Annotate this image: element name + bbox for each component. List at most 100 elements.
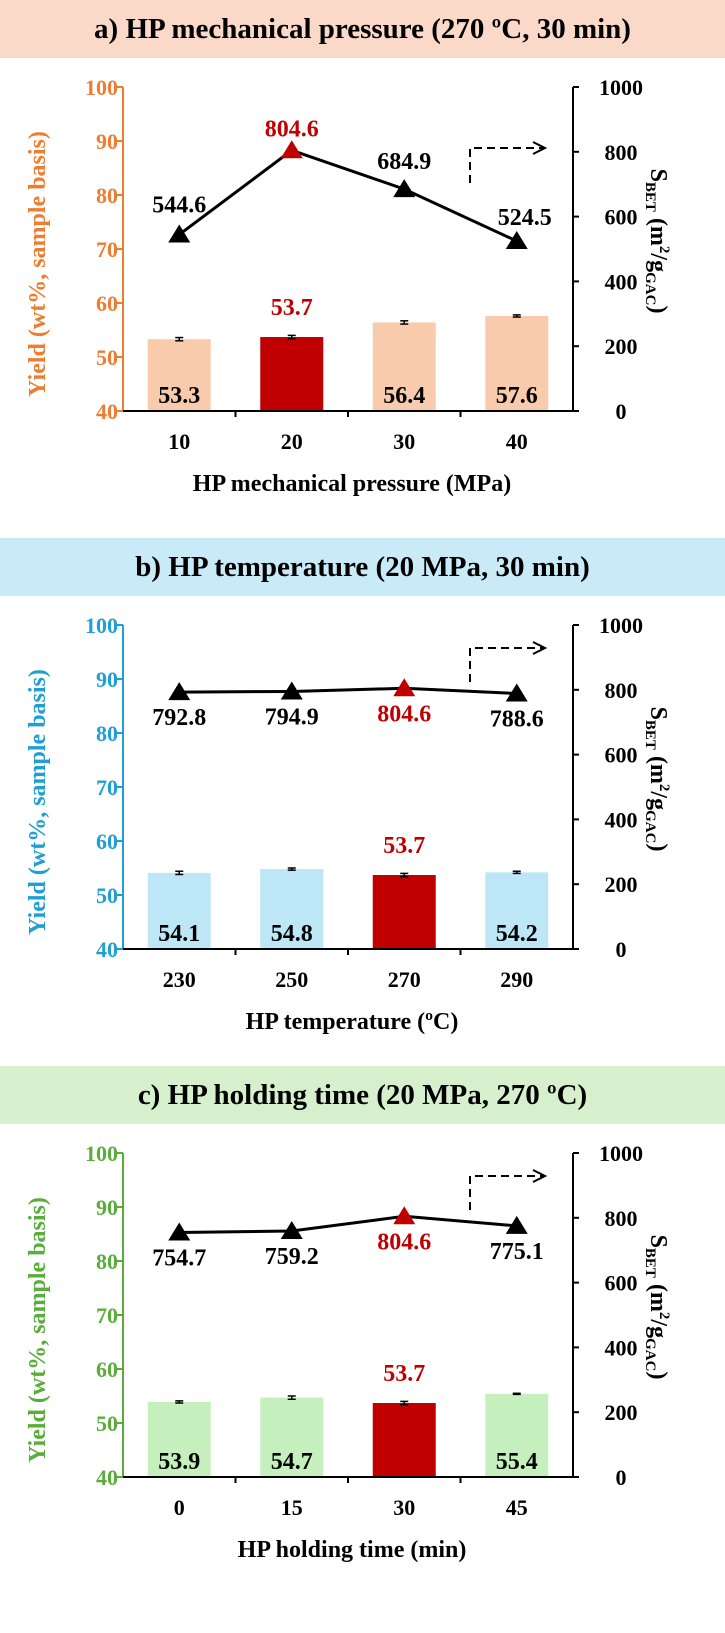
panel-a-left-tick-label: 100 bbox=[85, 75, 118, 100]
panel-a-x-tick-label: 40 bbox=[506, 429, 528, 454]
panel-b-axis-arrow bbox=[469, 647, 543, 682]
panel-a-left-axis-title: Yield (wt%, sample basis) bbox=[25, 131, 51, 397]
panel-a-sbet-line bbox=[178, 148, 518, 243]
panel-b-yield-label: 54.2 bbox=[496, 921, 538, 947]
panel-b-left-axis-title: Yield (wt%, sample basis) bbox=[25, 669, 51, 935]
panel-b-right-tick-label: 0 bbox=[616, 937, 627, 962]
panel-a-right-tick-label: 600 bbox=[605, 205, 638, 230]
panel-a-right-axis-title: SBET (m2/gGAC) bbox=[642, 169, 672, 314]
panel-c-right-axis-title: SBET (m2/gGAC) bbox=[642, 1235, 672, 1380]
panel-b-bar bbox=[372, 875, 436, 949]
panel-c-sbet-label: 754.7 bbox=[152, 1245, 206, 1271]
panel-b-yield-label: 54.1 bbox=[158, 921, 200, 947]
panel-c-x-tick-label: 45 bbox=[506, 1495, 528, 1520]
panel-c-x-tick-label: 0 bbox=[174, 1495, 185, 1520]
panel-b-x-tick-label: 250 bbox=[275, 967, 308, 992]
panel-b-right-tick-label: 1000 bbox=[599, 613, 643, 638]
panel-a-title: a) HP mechanical pressure (270 ºC, 30 mi… bbox=[0, 0, 725, 58]
panel-a-sbet-label: 524.5 bbox=[498, 205, 552, 231]
panel-b-bar bbox=[485, 872, 549, 949]
panel-c-left-tick-label: 80 bbox=[96, 1249, 118, 1274]
panel-b-sbet-marker bbox=[393, 678, 416, 697]
panel-c-bar bbox=[372, 1403, 436, 1477]
panel-b-x-tick-label: 270 bbox=[388, 967, 421, 992]
panel-c-axis-arrow-head bbox=[532, 1169, 548, 1183]
panel-a-x-tick-label: 30 bbox=[393, 429, 415, 454]
panel-c-left-tick-label: 70 bbox=[96, 1303, 118, 1328]
panel-c-chart: 53.9 54.7 53.7 55.4 754.7 759.2 804.6 775.1 40 50… bbox=[25, 1141, 672, 1563]
panel-c-right-tick-label: 800 bbox=[605, 1206, 638, 1231]
panel-b-left-tick-label: 90 bbox=[96, 667, 118, 692]
panel-b-sbet-label: 788.6 bbox=[490, 706, 544, 732]
panel-a-sbet-label: 684.9 bbox=[377, 149, 431, 175]
panel-a-sbet-marker bbox=[168, 224, 191, 243]
panel-c-left-tick-label: 100 bbox=[85, 1141, 118, 1166]
panel-a-x-tick-label: 20 bbox=[281, 429, 303, 454]
panel-c-sbet-line bbox=[179, 1214, 517, 1234]
panel-c-bar bbox=[260, 1397, 324, 1477]
panel-c-bar bbox=[485, 1393, 549, 1477]
panel-c-left-tick-label: 90 bbox=[96, 1195, 118, 1220]
panel-b-right-axis-title: SBET (m2/gGAC) bbox=[642, 707, 672, 852]
panel-a-bar bbox=[372, 322, 436, 411]
panel-a-sbet-label: 544.6 bbox=[152, 193, 206, 219]
panel-b-bar bbox=[147, 872, 211, 949]
panel-c-x-tick-label: 15 bbox=[281, 1495, 303, 1520]
panel-b-right-tick-label: 600 bbox=[605, 743, 638, 768]
panel-a-right-tick-label: 0 bbox=[616, 399, 627, 424]
panel-a-right-tick-label: 400 bbox=[605, 269, 638, 294]
panel-c-yield-label: 55.4 bbox=[496, 1449, 538, 1475]
panel-b-sbet-marker bbox=[505, 683, 528, 702]
panel-c-bar bbox=[147, 1401, 211, 1477]
panel-a-x-tick-label: 10 bbox=[168, 429, 190, 454]
panel-c-sbet-label: 804.6 bbox=[377, 1229, 431, 1255]
panel-c-left-tick-label: 60 bbox=[96, 1357, 118, 1382]
panel-b-left-tick-label: 70 bbox=[96, 775, 118, 800]
panel-a-yield-label: 53.3 bbox=[158, 383, 200, 409]
panel-b-yield-label: 54.8 bbox=[271, 921, 313, 947]
panel-c-axis-arrow bbox=[469, 1175, 543, 1210]
panel-b-sbet-label: 804.6 bbox=[377, 701, 431, 727]
panel-a-right-tick-label: 1000 bbox=[599, 75, 643, 100]
panel-b-sbet-label: 792.8 bbox=[152, 705, 206, 731]
panel-b-left-tick-label: 50 bbox=[96, 883, 118, 908]
panel-a-left-tick-label: 40 bbox=[96, 399, 118, 424]
panel-a-right-tick-label: 200 bbox=[605, 334, 638, 359]
panel-c-right-tick-label: 1000 bbox=[599, 1141, 643, 1166]
panel-b-x-tick-label: 230 bbox=[163, 967, 196, 992]
panel-c-x-tick-label: 30 bbox=[393, 1495, 415, 1520]
panel-a-yield-label: 53.7 bbox=[271, 295, 313, 321]
panel-c-yield-label: 54.7 bbox=[271, 1449, 313, 1475]
panel-c-right-tick-label: 0 bbox=[616, 1465, 627, 1490]
panel-a-chart: 53.3 53.7 56.4 57.6 544.6 804.6 684.9 524.5 40 50… bbox=[25, 75, 672, 497]
panel-b-bar bbox=[260, 869, 324, 949]
panel-c-sbet-marker bbox=[505, 1215, 528, 1234]
panel-a-left-tick-label: 60 bbox=[96, 291, 118, 316]
panel-c-x-axis-title: HP holding time (min) bbox=[238, 1537, 467, 1563]
panel-b-sbet-label: 794.9 bbox=[265, 704, 319, 730]
panel-a-sbet-marker bbox=[280, 140, 303, 159]
panel-a-left-tick-label: 50 bbox=[96, 345, 118, 370]
panel-c-left-tick-label: 40 bbox=[96, 1465, 118, 1490]
panel-b-left-tick-label: 100 bbox=[85, 613, 118, 638]
panel-a-sbet-marker bbox=[505, 231, 528, 250]
panel-b-sbet-line bbox=[179, 686, 517, 695]
panel-a-sbet-label: 804.6 bbox=[265, 116, 319, 142]
panel-a-left-tick-label: 80 bbox=[96, 183, 118, 208]
panel-c-right-tick-label: 200 bbox=[605, 1400, 638, 1425]
panel-c-title: c) HP holding time (20 MPa, 270 ºC) bbox=[0, 1066, 725, 1124]
panel-b-chart: 54.1 54.8 53.7 54.2 792.8 794.9 804.6 788.6 40 50… bbox=[25, 613, 672, 1035]
panel-a-axis-arrow bbox=[469, 147, 543, 183]
panel-b-x-axis-title: HP temperature (ºC) bbox=[246, 1009, 459, 1035]
panel-c-sbet-label: 775.1 bbox=[490, 1239, 544, 1265]
panel-c-yield-label: 53.9 bbox=[158, 1449, 200, 1475]
panel-b-right-tick-label: 200 bbox=[605, 872, 638, 897]
panel-c-left-axis-title: Yield (wt%, sample basis) bbox=[25, 1197, 51, 1463]
panel-c-yield-label: 53.7 bbox=[383, 1361, 425, 1387]
panel-a-right-tick-label: 800 bbox=[605, 140, 638, 165]
panel-c-sbet-label: 759.2 bbox=[265, 1244, 319, 1270]
panel-c-sbet-marker bbox=[280, 1221, 303, 1240]
panel-a-yield-label: 56.4 bbox=[383, 383, 425, 409]
panel-b-yield-label: 53.7 bbox=[383, 833, 425, 859]
panel-b-left-tick-label: 60 bbox=[96, 829, 118, 854]
